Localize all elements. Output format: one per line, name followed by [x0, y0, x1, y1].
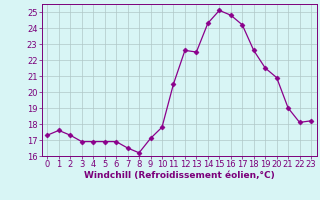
X-axis label: Windchill (Refroidissement éolien,°C): Windchill (Refroidissement éolien,°C): [84, 171, 275, 180]
